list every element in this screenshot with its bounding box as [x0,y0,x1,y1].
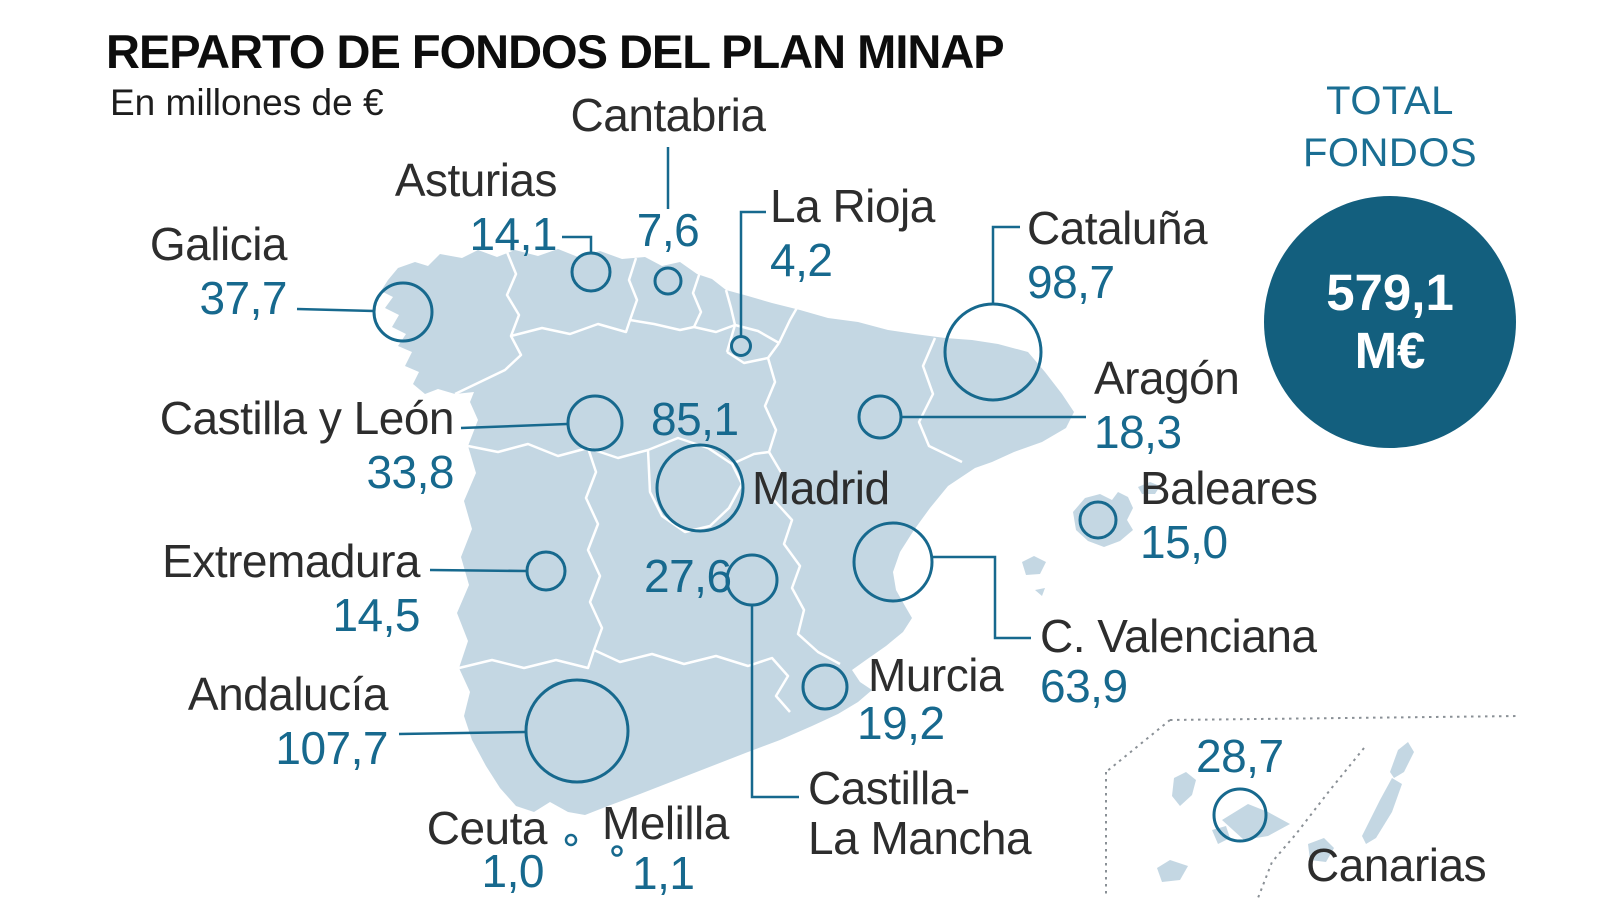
region-value: 15,0 [1140,516,1228,568]
total-label-line1: TOTAL [1326,79,1454,123]
canarias-inset-border [1105,715,1521,899]
region-value-murcia: 19,2 [857,697,945,749]
bubble-castilla-y-leon [566,394,624,452]
bubble-canarias [1212,787,1268,843]
leader-castilla-y-leon [460,422,568,430]
total-circle: 579,1 M€ [1264,196,1516,448]
bubble-andalucia [524,678,630,784]
region-label-c-valenciana: C. Valenciana 63,9 [1040,611,1317,711]
region-value: 18,3 [1094,406,1182,458]
region-value: 14,1 [469,208,557,260]
region-label-baleares: Baleares 15,0 [1140,461,1318,569]
region-value-cantabria: 7,6 [636,204,700,256]
region-label-ceuta: Ceuta [426,802,548,854]
leader-c-valenciana [932,555,1031,640]
region-value: 4,2 [770,234,833,286]
region-label-la-rioja: La Rioja 4,2 [770,179,935,287]
leader-castilla-la-mancha [750,605,799,799]
region-value: 107,7 [275,722,388,774]
leader-lines [296,147,1086,799]
region-value: 14,5 [332,589,420,641]
bubble-galicia [372,281,434,343]
region-value-ceuta: 1,0 [481,845,545,897]
bubble-castilla-la-mancha [725,553,779,607]
region-label-asturias: Asturias 14,1 [394,153,558,261]
region-label-canarias: Canarias [1306,839,1487,891]
total-value: 579,1 [1326,264,1454,321]
leader-extremadura [429,568,527,573]
region-borders [454,251,963,713]
region-name: La Rioja [770,180,935,232]
region-name: Baleares [1140,462,1318,514]
bubble-c-valenciana [852,521,934,603]
total-label-line2: FONDOS [1302,131,1478,175]
leader-asturias [562,235,593,254]
region-value-madrid: 85,1 [651,393,739,445]
region-label-cataluna: Cataluña 98,7 [1027,201,1208,309]
region-label-melilla: Melilla [602,797,729,849]
bubble-baleares [1078,500,1118,540]
bubble-asturias [570,251,612,293]
region-value-castilla-la-mancha: 27,6 [644,550,732,602]
region-value: 63,9 [1040,660,1128,712]
region-name-line2: La Mancha [808,812,1032,864]
bubble-cataluna [943,302,1043,402]
bubble-extremadura [525,550,567,592]
canarias-islands [1157,742,1414,882]
region-name: Andalucía [187,668,389,720]
region-label-cantabria: Cantabria [570,89,766,141]
region-label-extremadura: Extremadura 14,5 [162,534,420,642]
page-title: REPARTO DE FONDOS DEL PLAN MINAP [106,25,1005,78]
region-value: 98,7 [1027,256,1115,308]
bubble-ceuta [564,833,578,847]
spain-mainland-shape [381,249,1074,815]
bubble-madrid [655,443,745,533]
leader-la-rioja [739,210,766,336]
region-value: 37,7 [199,272,287,324]
region-name: C. Valenciana [1040,610,1317,662]
region-label-madrid: Madrid [752,462,890,514]
region-label-castilla-y-leon: Castilla y León 33,8 [159,391,455,499]
region-label-castilla-la-mancha: Castilla- La Mancha [808,762,1032,864]
bubble-melilla [611,845,623,857]
region-label-andalucia: Andalucía 107,7 [187,667,389,775]
bubble-la-rioja [730,335,752,357]
region-value-canarias: 28,7 [1196,730,1284,782]
bubble-murcia [801,663,849,711]
total-unit: M€ [1354,322,1426,379]
region-name: Cataluña [1027,202,1208,254]
region-name: Extremadura [162,535,420,587]
region-label-galicia: Galicia 37,7 [149,217,288,325]
region-value-melilla: 1,1 [632,847,695,899]
region-name: Asturias [394,154,558,206]
region-label-murcia: Murcia [868,649,1004,701]
region-label-aragon: Aragón 18,3 [1094,351,1240,459]
page-subtitle: En millones de € [110,82,384,123]
region-name: Galicia [149,218,288,270]
bubble-cantabria [653,266,683,296]
region-name-line1: Castilla- [808,762,970,814]
leader-galicia [296,307,375,313]
leader-andalucia [398,730,527,736]
bubble-aragon [857,394,903,440]
value-bubbles [372,251,1268,857]
region-value: 33,8 [366,446,454,498]
region-name: Castilla y León [159,392,455,444]
leader-cataluna [991,225,1020,303]
total-fondos-label: TOTAL FONDOS [1255,75,1525,179]
region-name: Aragón [1094,352,1240,404]
